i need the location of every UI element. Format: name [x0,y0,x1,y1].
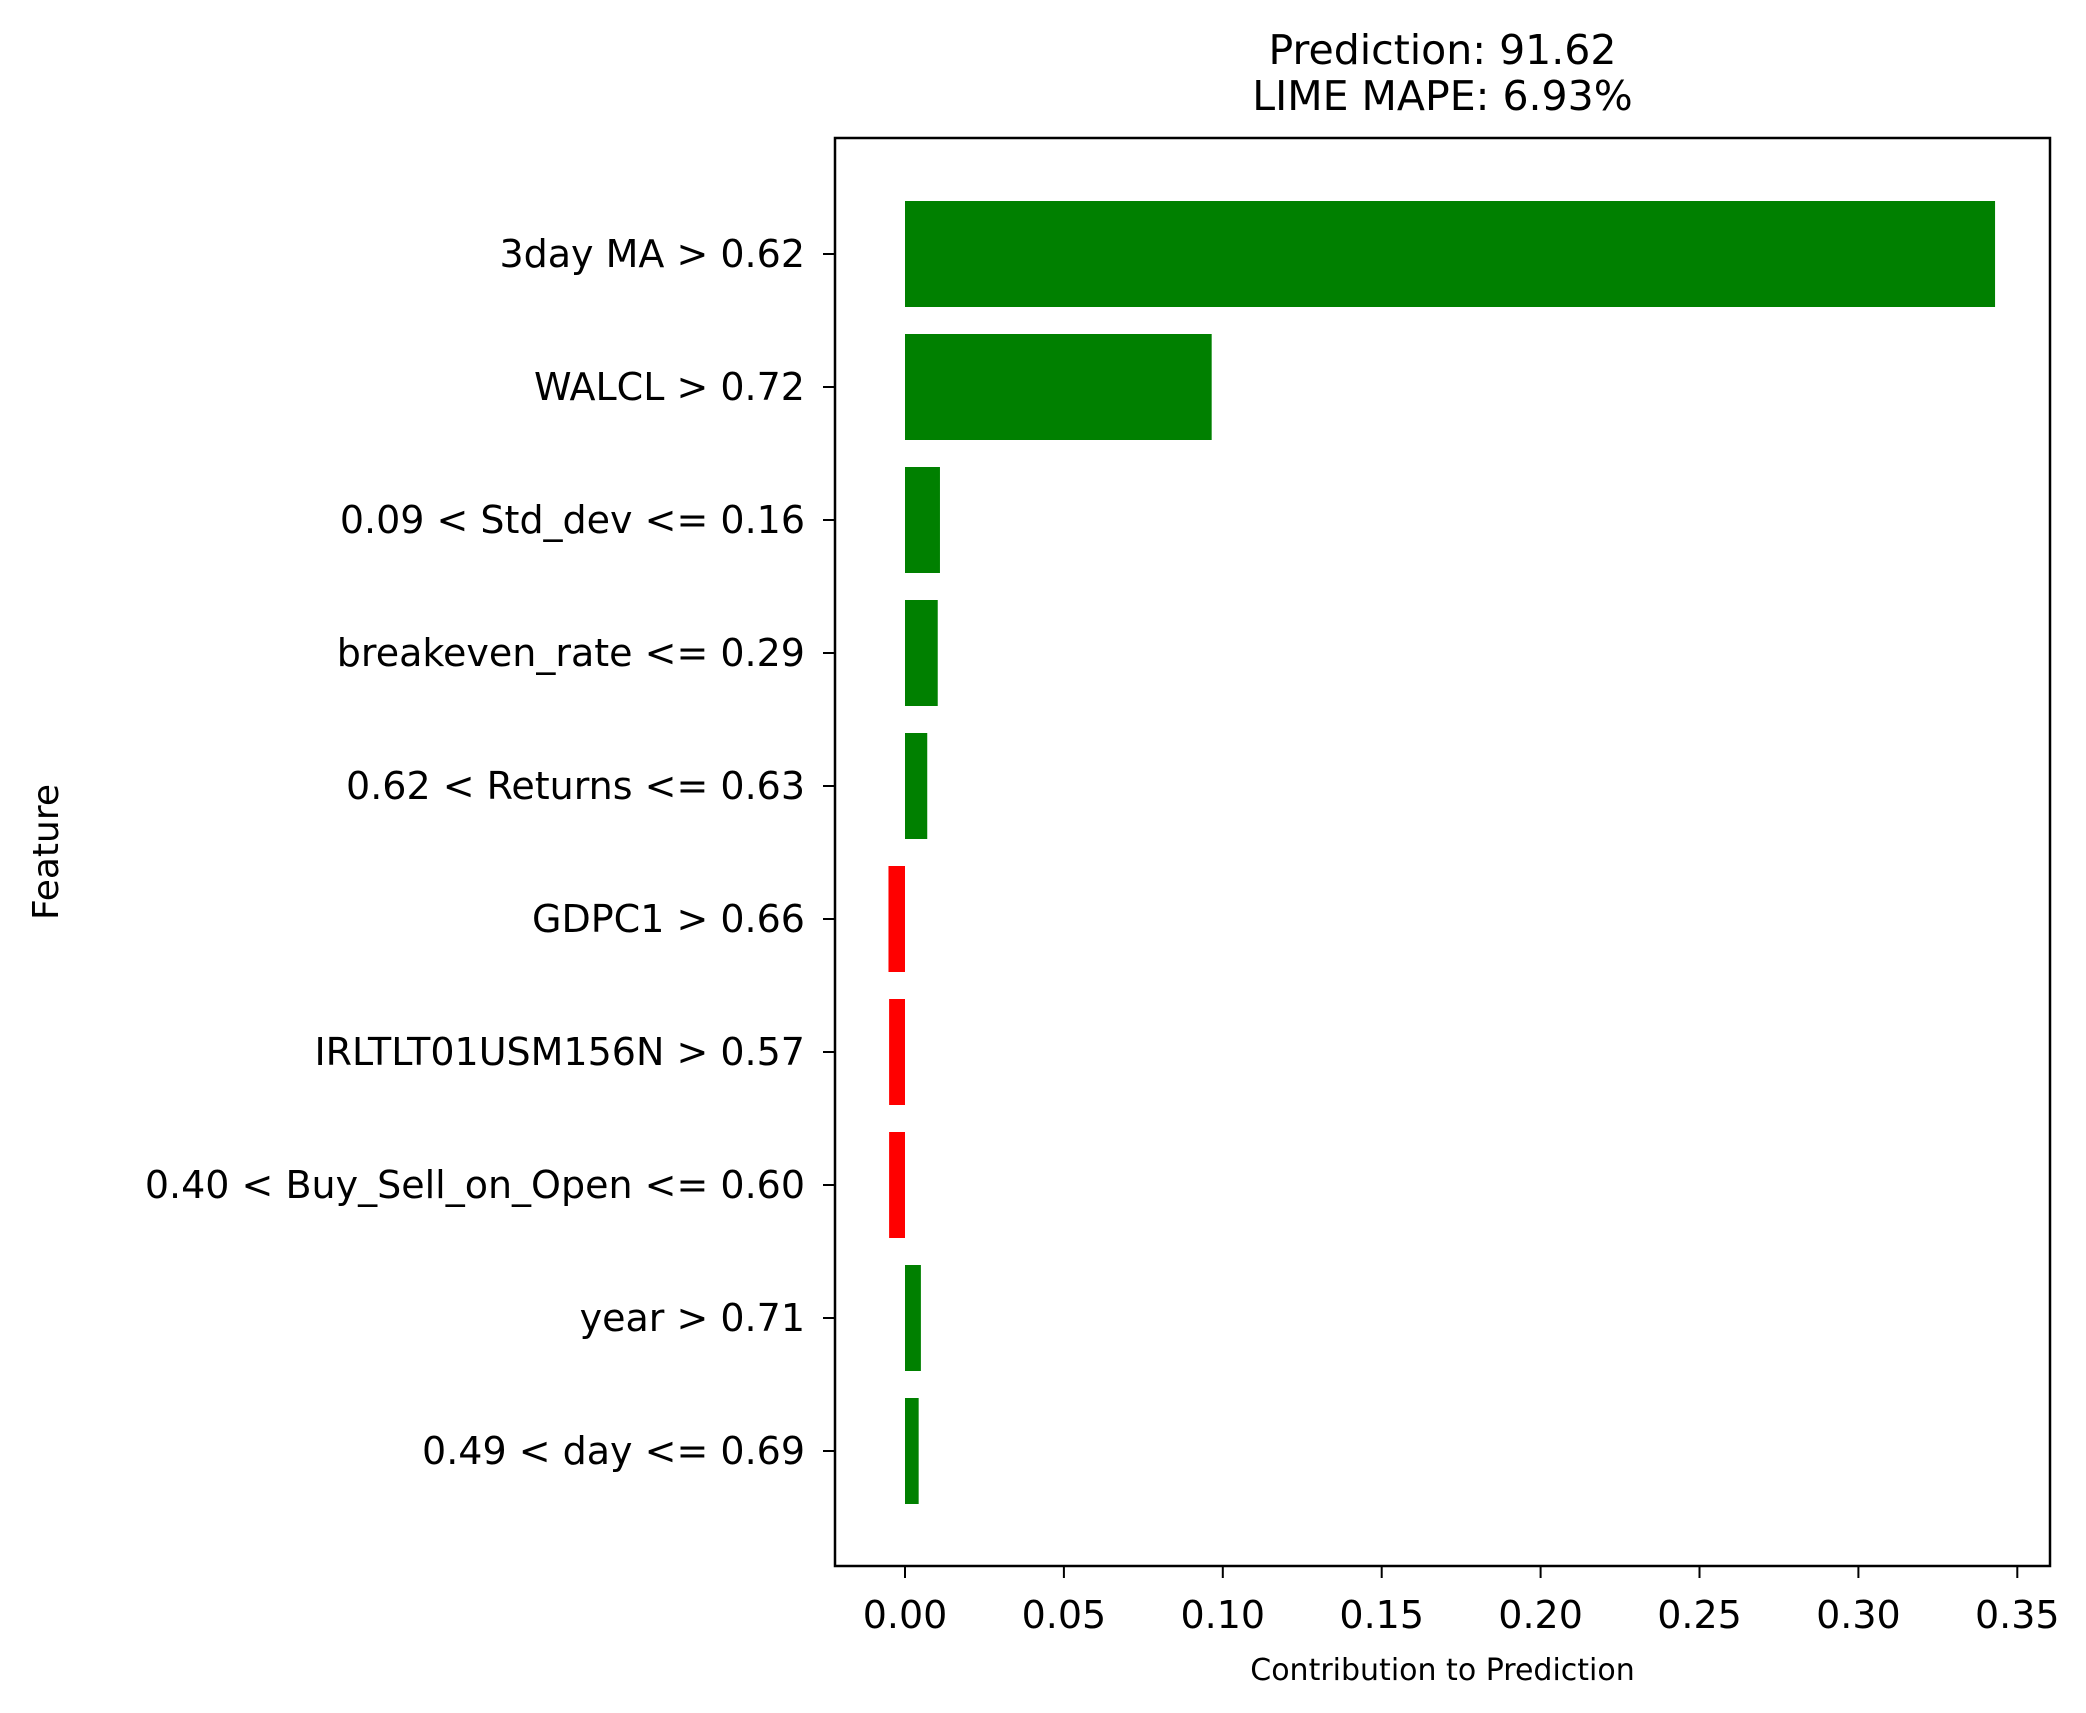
y-tick-label: WALCL > 0.72 [534,365,805,409]
x-axis-label: Contribution to Prediction [1250,1653,1635,1688]
x-tick-group: 0.00 0.05 0.10 0.15 0.20 0.25 0.30 0.35 [863,1566,2060,1637]
bar [889,1132,905,1238]
y-tick-label: 0.62 < Returns <= 0.63 [346,764,805,808]
bar [905,1398,919,1504]
y-axis-label: Feature [26,784,67,920]
bar [888,866,905,972]
y-tick-label: year > 0.71 [580,1296,805,1340]
bar [905,733,928,839]
chart-title-prediction: Prediction: 91.62 [1269,26,1617,74]
bars-group [888,201,1996,1504]
bar [905,467,940,573]
y-tick-label: IRLTLT01USM156N > 0.57 [314,1030,805,1074]
x-tick-label: 0.30 [1816,1593,1901,1637]
chart-title-lime-mape: LIME MAPE: 6.93% [1252,72,1632,120]
x-tick-label: 0.20 [1498,1593,1583,1637]
y-tick-label: GDPC1 > 0.66 [532,897,805,941]
y-tick-label: breakeven_rate <= 0.29 [337,631,805,675]
y-tick-label: 0.40 < Buy_Sell_on_Open <= 0.60 [145,1163,805,1207]
y-tick-label: 3day MA > 0.62 [499,232,805,276]
bar [889,999,905,1105]
bar [905,334,1212,440]
x-tick-label: 0.35 [1975,1593,2060,1637]
bar [905,1265,921,1371]
x-tick-label: 0.00 [863,1593,948,1637]
y-tick-group: 3day MA > 0.62 WALCL > 0.72 0.09 < Std_dev… [145,232,835,1473]
x-tick-label: 0.10 [1180,1593,1265,1637]
bar [905,201,1996,307]
x-tick-label: 0.25 [1657,1593,1742,1637]
y-tick-label: 0.09 < Std_dev <= 0.16 [340,498,805,542]
x-tick-label: 0.15 [1339,1593,1424,1637]
x-tick-label: 0.05 [1022,1593,1107,1637]
bar [905,600,938,706]
plot-area-frame [833,136,2052,1568]
y-tick-label: 0.49 < day <= 0.69 [422,1429,805,1473]
